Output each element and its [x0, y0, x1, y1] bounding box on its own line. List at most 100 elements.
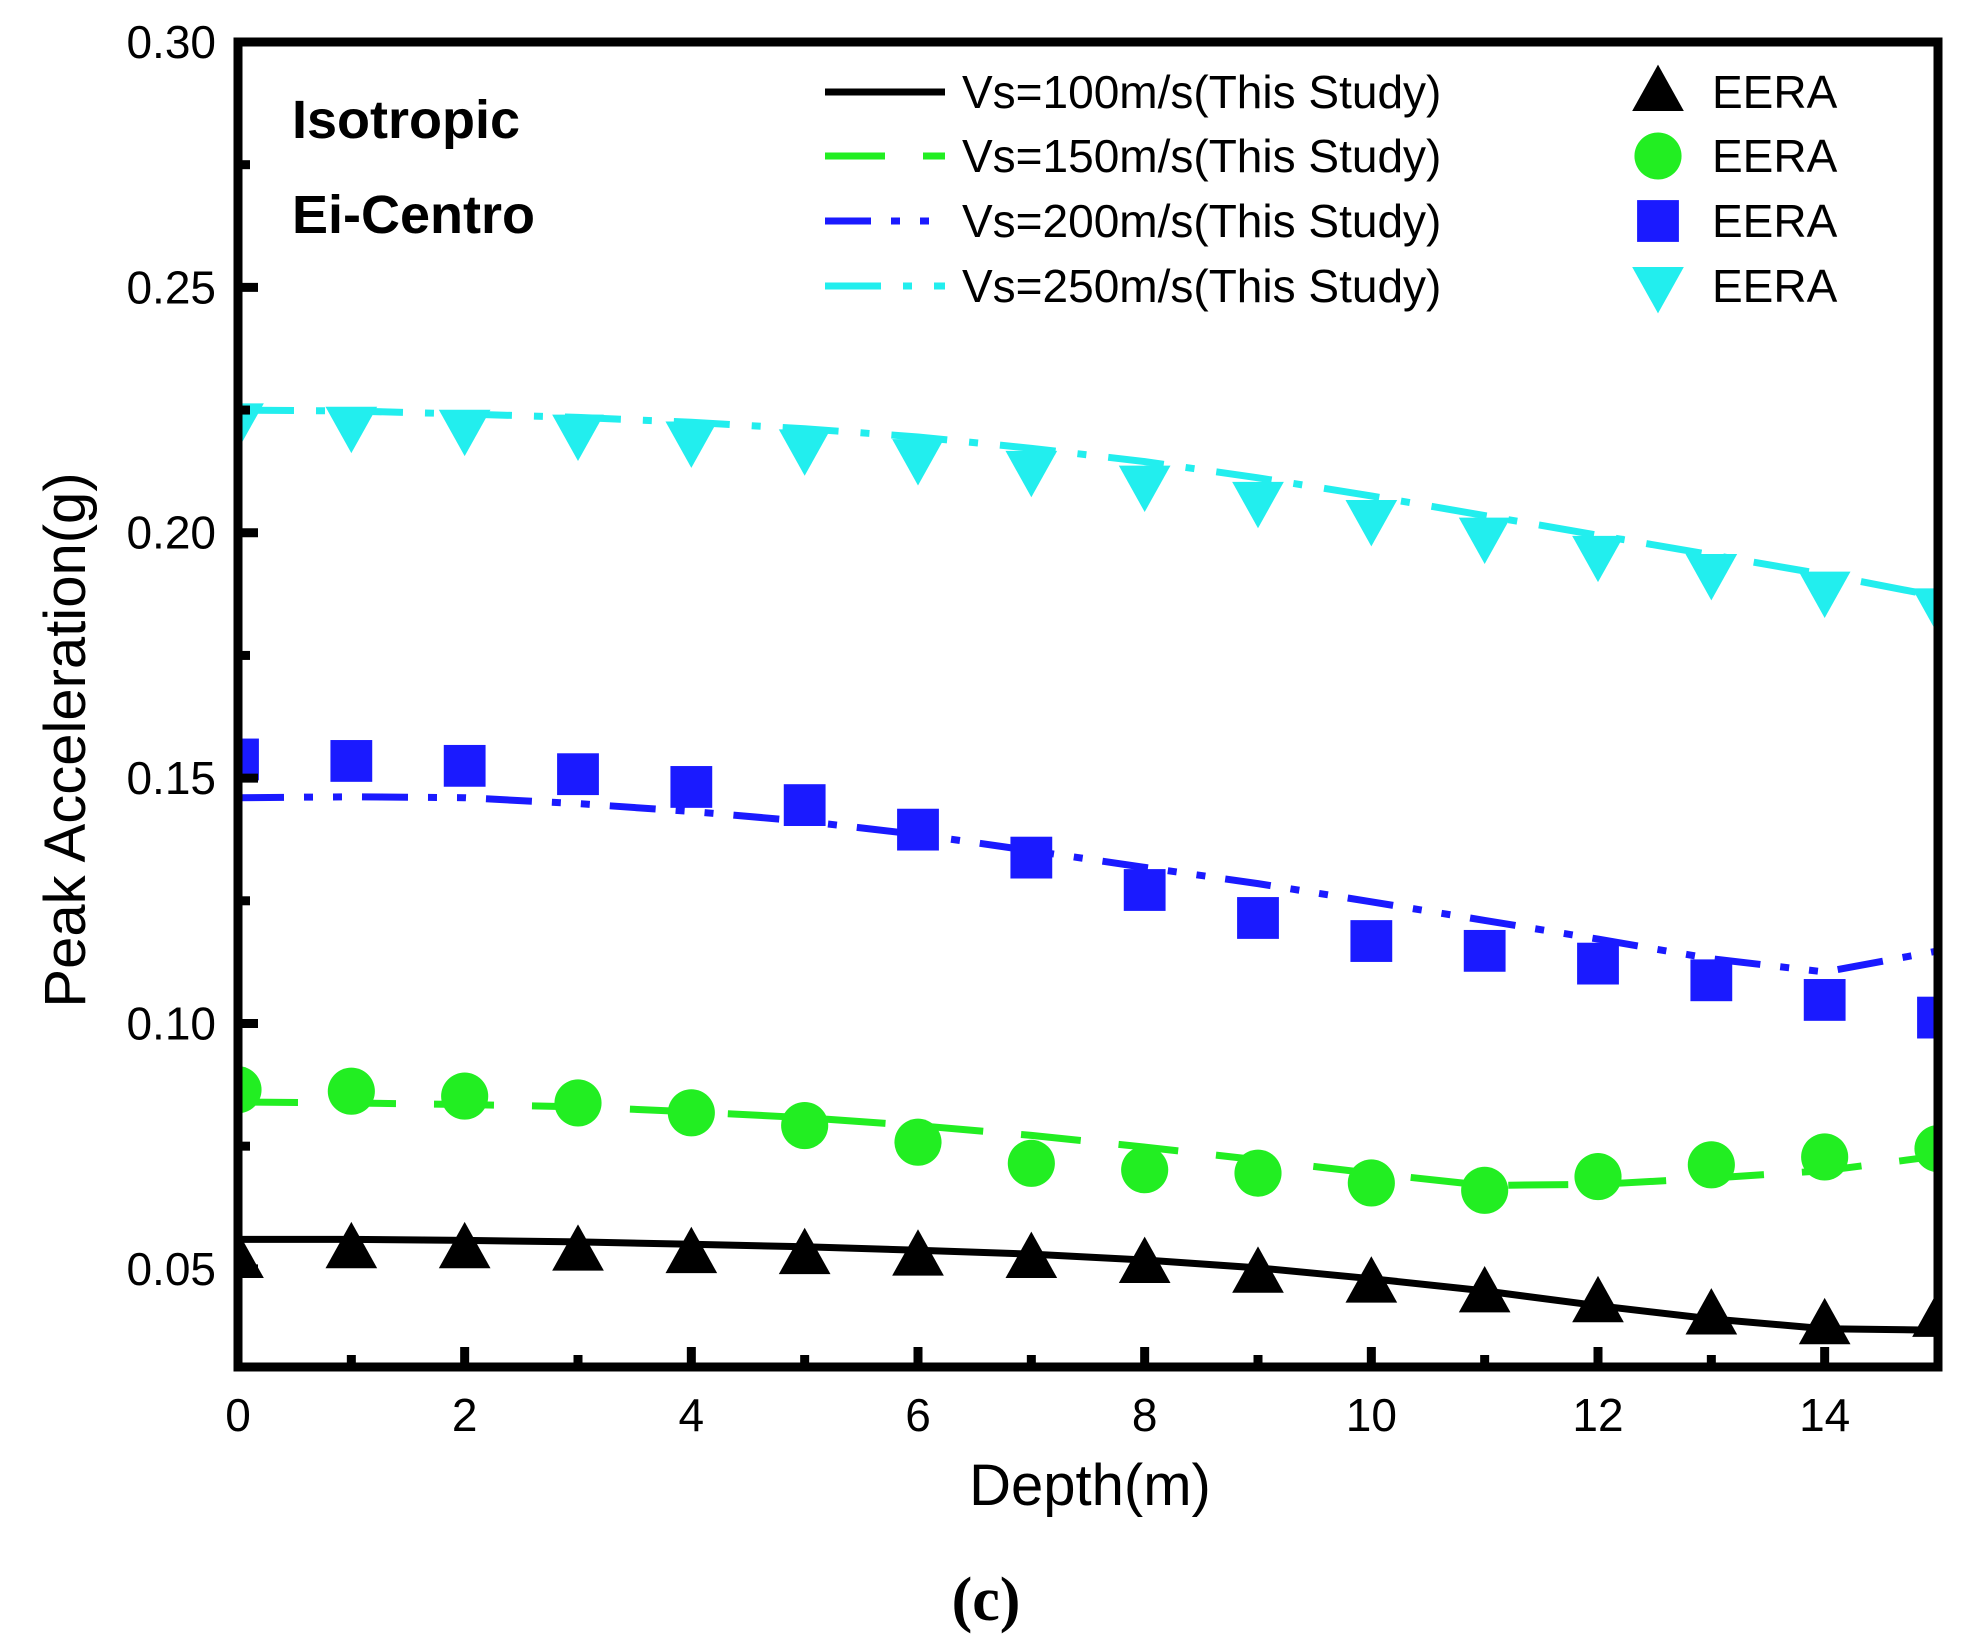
data-point-4-9	[1232, 1246, 1284, 1293]
data-point-6-3	[557, 753, 599, 796]
data-point-5-11	[1461, 1166, 1509, 1214]
data-point-6-9	[1237, 897, 1279, 939]
ticks-layer: 0 2 4 6 8 10 12 14 0.05 0.10 0.15 0.20 0.25 0.30	[126, 16, 1943, 1441]
legend: Vs=100m/s(This Study) Vs=150m/s(This Stud…	[825, 64, 1838, 314]
data-point-6-12	[1577, 942, 1619, 985]
legend-marker-swatch	[1634, 132, 1682, 180]
data-point-6-15	[1917, 996, 1938, 1039]
data-point-7-12	[1572, 535, 1624, 583]
data-point-5-15	[1914, 1125, 1938, 1173]
data-point-5-13	[1687, 1141, 1735, 1189]
data-point-4-6	[892, 1229, 944, 1276]
y-tick-label: 0.15	[126, 752, 216, 804]
data-point-7-7	[1005, 450, 1058, 498]
data-point-5-1	[327, 1067, 375, 1115]
x-axis-title: Depth(m)	[969, 1453, 1211, 1518]
data-point-6-13	[1690, 959, 1733, 1002]
data-point-7-3	[552, 414, 604, 461]
data-point-7-8	[1118, 465, 1171, 513]
data-point-7-15	[1912, 588, 1938, 635]
data-point-5-8	[1121, 1146, 1169, 1194]
data-point-4-15	[1912, 1290, 1938, 1337]
data-point-7-9	[1232, 481, 1284, 529]
x-tick-label: 6	[905, 1389, 931, 1441]
data-point-6-0	[238, 738, 259, 781]
y-axis-title: Peak Acceleration(g)	[33, 472, 98, 1007]
legend-label-line: Vs=250m/s(This Study)	[962, 260, 1441, 312]
data-point-6-7	[1010, 836, 1053, 879]
data-point-5-14	[1801, 1133, 1849, 1181]
legend-label-marker: EERA	[1712, 66, 1838, 118]
plot-frame	[233, 37, 1943, 1372]
data-point-4-7	[1005, 1231, 1058, 1279]
data-point-6-1	[330, 740, 373, 782]
series-line-2	[238, 793, 1938, 976]
data-point-6-5	[783, 784, 826, 827]
x-tick-label: 2	[452, 1389, 478, 1441]
data-point-4-10	[1345, 1256, 1398, 1303]
data-point-7-5	[778, 429, 831, 476]
data-point-6-11	[1463, 929, 1506, 972]
legend-label-line: Vs=200m/s(This Study)	[962, 195, 1441, 247]
data-point-5-4	[667, 1089, 715, 1137]
legend-label-line: Vs=100m/s(This Study)	[962, 66, 1441, 118]
data-point-7-2	[438, 409, 491, 457]
data-point-4-8	[1118, 1236, 1171, 1283]
data-point-4-1	[325, 1221, 378, 1269]
annotation-ei-centro: Ei-Centro	[292, 185, 535, 245]
data-point-5-5	[781, 1101, 829, 1150]
panel-label: (c)	[952, 1566, 1021, 1634]
data-point-4-11	[1458, 1266, 1511, 1313]
data-point-6-6	[897, 808, 939, 851]
data-point-5-3	[554, 1079, 602, 1127]
x-tick-label: 12	[1572, 1389, 1623, 1441]
legend-marker-swatch	[1632, 64, 1684, 111]
data-point-6-10	[1350, 920, 1393, 962]
data-point-5-10	[1347, 1159, 1395, 1207]
x-tick-label: 14	[1799, 1389, 1850, 1441]
data-point-7-10	[1345, 500, 1398, 547]
series-line-0	[238, 1235, 1938, 1334]
series-layer	[238, 403, 1938, 1345]
data-point-7-14	[1798, 571, 1851, 619]
data-point-6-8	[1123, 869, 1166, 911]
data-point-4-13	[1685, 1288, 1738, 1335]
y-tick-label: 0.10	[126, 997, 216, 1049]
y-tick-label: 0.25	[126, 261, 216, 313]
data-point-4-12	[1572, 1275, 1624, 1323]
data-point-7-13	[1685, 553, 1738, 601]
legend-label-marker: EERA	[1712, 195, 1838, 247]
data-point-4-3	[552, 1224, 604, 1271]
data-point-7-4	[665, 421, 718, 468]
y-tick-label: 0.20	[126, 507, 216, 559]
annotation-isotropic: Isotropic	[292, 90, 520, 150]
data-point-7-0	[238, 403, 264, 450]
x-tick-label: 4	[679, 1389, 705, 1441]
data-point-7-1	[325, 406, 378, 454]
legend-label-marker: EERA	[1712, 260, 1838, 312]
data-point-6-14	[1803, 979, 1846, 1021]
data-point-4-2	[438, 1221, 491, 1269]
data-point-7-11	[1458, 517, 1511, 565]
series-line-3	[238, 406, 1938, 600]
x-tick-label: 8	[1132, 1389, 1158, 1441]
y-tick-label: 0.30	[126, 16, 216, 68]
y-tick-label: 0.05	[126, 1243, 216, 1295]
data-point-6-4	[670, 766, 713, 808]
data-point-5-0	[238, 1066, 262, 1114]
data-point-5-9	[1234, 1149, 1282, 1197]
data-point-4-5	[778, 1227, 831, 1275]
data-point-5-12	[1574, 1153, 1622, 1201]
data-point-4-14	[1798, 1297, 1851, 1345]
legend-marker-swatch	[1637, 200, 1679, 242]
legend-label-line: Vs=150m/s(This Study)	[962, 130, 1441, 182]
series-line-1	[238, 1098, 1938, 1189]
data-point-5-2	[441, 1072, 489, 1120]
data-point-5-7	[1007, 1139, 1055, 1187]
data-point-7-6	[892, 439, 944, 486]
data-point-6-2	[443, 744, 486, 787]
x-tick-label: 0	[225, 1389, 251, 1441]
data-point-4-4	[665, 1226, 718, 1274]
legend-marker-swatch	[1632, 267, 1684, 314]
